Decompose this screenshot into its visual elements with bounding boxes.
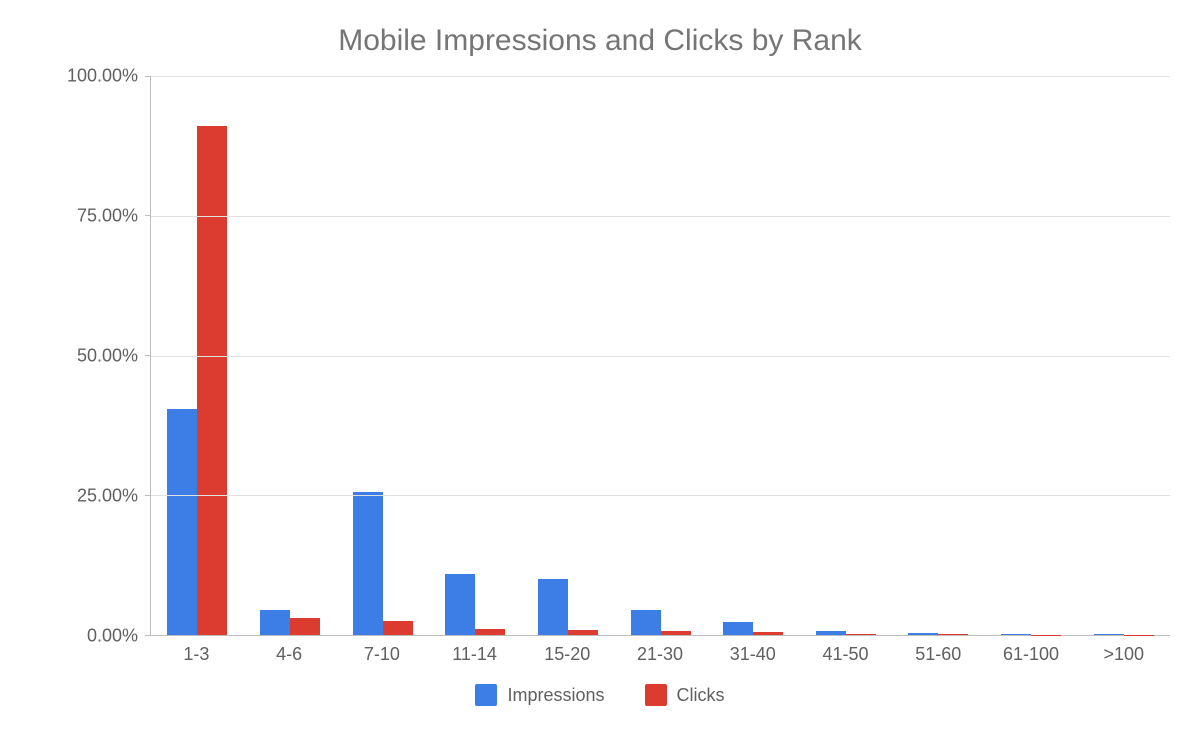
- plot-area: [150, 76, 1170, 636]
- x-tick-label: 51-60: [892, 636, 985, 666]
- y-tick-mark: [145, 635, 151, 636]
- legend-swatch: [645, 684, 667, 706]
- chart-container: Mobile Impressions and Clicks by Rank 0.…: [0, 0, 1200, 742]
- bar-clicks: [197, 126, 227, 635]
- bar-impressions: [538, 579, 568, 635]
- bar-impressions: [908, 633, 938, 635]
- x-tick-label: 31-40: [706, 636, 799, 666]
- bar-impressions: [723, 622, 753, 635]
- bar-clicks: [290, 618, 320, 635]
- y-tick-mark: [145, 76, 151, 77]
- bar-impressions: [631, 610, 661, 635]
- y-tick-mark: [145, 495, 151, 496]
- gridline: [151, 76, 1170, 77]
- x-tick-label: 4-6: [243, 636, 336, 666]
- bar-impressions: [260, 610, 290, 635]
- y-tick-label: 75.00%: [77, 206, 138, 227]
- x-axis: 1-34-67-1011-1415-2021-3031-4041-5051-60…: [150, 636, 1170, 666]
- x-tick-label: 1-3: [150, 636, 243, 666]
- legend-item: Clicks: [645, 684, 725, 706]
- y-axis: 0.00%25.00%50.00%75.00%100.00%: [30, 76, 150, 636]
- legend-item: Impressions: [475, 684, 604, 706]
- bar-clicks: [568, 630, 598, 635]
- y-tick-mark: [145, 355, 151, 356]
- plot-row: 0.00%25.00%50.00%75.00%100.00%: [30, 76, 1170, 636]
- y-tick-mark: [145, 215, 151, 216]
- bar-clicks: [475, 629, 505, 635]
- legend-swatch: [475, 684, 497, 706]
- bar-clicks: [753, 632, 783, 635]
- bar-clicks: [846, 634, 876, 635]
- bar-clicks: [661, 631, 691, 635]
- legend: Impressions Clicks: [30, 684, 1170, 706]
- bar-impressions: [445, 574, 475, 635]
- bar-impressions: [1001, 634, 1031, 635]
- gridline: [151, 495, 1170, 496]
- x-tick-label: 7-10: [335, 636, 428, 666]
- x-tick-label: 41-50: [799, 636, 892, 666]
- legend-label: Impressions: [507, 685, 604, 706]
- legend-label: Clicks: [677, 685, 725, 706]
- y-tick-label: 50.00%: [77, 346, 138, 367]
- bar-impressions: [1094, 634, 1124, 635]
- y-tick-label: 25.00%: [77, 486, 138, 507]
- chart-title: Mobile Impressions and Clicks by Rank: [30, 24, 1170, 58]
- x-tick-label: 11-14: [428, 636, 521, 666]
- x-tick-label: 15-20: [521, 636, 614, 666]
- x-tick-label: 21-30: [614, 636, 707, 666]
- y-tick-label: 0.00%: [87, 626, 138, 647]
- bar-impressions: [816, 631, 846, 635]
- y-tick-label: 100.00%: [67, 66, 138, 87]
- x-tick-label: >100: [1077, 636, 1170, 666]
- bar-impressions: [167, 409, 197, 635]
- bar-clicks: [383, 621, 413, 635]
- bar-clicks: [938, 634, 968, 635]
- bar-impressions: [353, 492, 383, 635]
- gridline: [151, 356, 1170, 357]
- x-tick-label: 61-100: [985, 636, 1078, 666]
- gridline: [151, 216, 1170, 217]
